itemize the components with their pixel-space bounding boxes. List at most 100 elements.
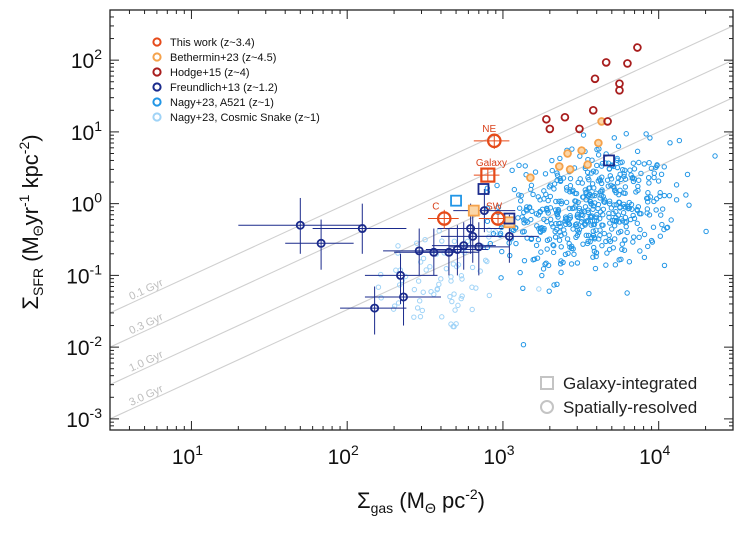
cloud-point-4-486 xyxy=(585,209,591,216)
point-0-1 xyxy=(486,133,502,149)
point-3-18 xyxy=(603,154,615,167)
legend-marker-5 xyxy=(152,112,162,122)
cloud-point-4-441 xyxy=(593,169,599,175)
cloud-point-4-400 xyxy=(591,234,598,241)
cloud-point-4-436 xyxy=(579,216,585,222)
cloud-point-4-370 xyxy=(653,164,659,171)
cloud-point-4-494 xyxy=(524,204,530,210)
point-3-12 xyxy=(468,231,478,241)
point-1-8 xyxy=(565,165,575,174)
cloud-point-4-79 xyxy=(551,186,557,192)
x-tick-label-2: 103 xyxy=(483,442,514,469)
cloud-point-4-173 xyxy=(494,182,500,189)
cloud-point-4-416 xyxy=(574,260,581,266)
point-3-13 xyxy=(474,242,484,252)
cloud-point-4-169 xyxy=(511,186,518,193)
cloud-point-5-38 xyxy=(417,313,424,320)
cloud-point-4-233 xyxy=(579,180,585,186)
cloud-point-4-489 xyxy=(574,232,581,239)
cloud-point-4-197 xyxy=(620,210,627,216)
point-1-7 xyxy=(554,162,564,171)
x-tick-label-1: 102 xyxy=(328,442,359,469)
cloud-point-4-406 xyxy=(546,236,553,242)
cloud-point-4-392 xyxy=(566,240,572,247)
cloud-point-4-404 xyxy=(587,198,593,204)
cloud-point-4-88 xyxy=(630,160,637,166)
x-axis-title: Σgas (MΘ pc-2) xyxy=(357,486,485,516)
point-2-11 xyxy=(545,124,555,134)
cloud-point-4-167 xyxy=(653,196,660,202)
cloud-point-4-519 xyxy=(610,210,616,217)
cloud-point-4-74 xyxy=(610,245,616,251)
cloud-point-4-58 xyxy=(566,205,573,212)
cloud-point-4-375 xyxy=(567,175,574,182)
cloud-point-5-31 xyxy=(439,238,445,244)
cloud-point-4-435 xyxy=(586,290,592,297)
cloud-point-4-229 xyxy=(619,246,625,253)
cloud-point-5-26 xyxy=(436,281,442,288)
cloud-point-4-134 xyxy=(645,175,652,181)
cloud-point-5-71 xyxy=(469,306,475,313)
depletion-line-1 xyxy=(110,59,733,348)
point-1-0 xyxy=(467,204,480,217)
cloud-point-4-423 xyxy=(556,198,562,205)
cloud-point-4-142 xyxy=(658,212,664,218)
cloud-point-4-123 xyxy=(557,223,563,230)
x-tick-label-0: 101 xyxy=(172,442,203,469)
cloud-point-5-43 xyxy=(477,268,483,274)
cloud-point-4-15 xyxy=(598,180,605,187)
cloud-point-5-69 xyxy=(451,238,458,245)
cloud-point-4-513 xyxy=(592,265,599,272)
legend-marker-0 xyxy=(152,37,162,47)
legend-label-5: Nagy+23, Cosmic Snake (z~1) xyxy=(170,112,320,124)
cloud-point-4-275 xyxy=(574,227,581,233)
cloud-point-4-179 xyxy=(686,202,692,208)
cloud-point-4-153 xyxy=(630,212,636,219)
region-label-3: SW xyxy=(486,202,503,213)
cloud-point-4-338 xyxy=(561,231,568,237)
cloud-point-5-11 xyxy=(458,273,465,279)
cloud-point-4-307 xyxy=(624,290,630,296)
cloud-point-5-7 xyxy=(486,227,492,233)
cloud-point-4-369 xyxy=(569,205,576,212)
cloud-point-4-166 xyxy=(634,206,640,213)
point-3-6 xyxy=(414,246,424,256)
point-3-9 xyxy=(452,244,462,254)
cloud-point-4-350 xyxy=(631,166,638,172)
cloud-point-5-57 xyxy=(434,286,441,292)
cloud-point-5-56 xyxy=(420,289,426,295)
cloud-point-4-482 xyxy=(615,143,622,149)
cloud-point-5-14 xyxy=(420,255,427,262)
point-2-8 xyxy=(615,85,624,95)
cloud-point-4-440 xyxy=(603,238,609,245)
cloud-point-4-302 xyxy=(614,155,620,162)
cloud-point-4-52 xyxy=(646,159,652,166)
region-label-0: Galaxy xyxy=(476,158,507,169)
cloud-point-4-285 xyxy=(622,184,629,190)
cloud-point-4-255 xyxy=(552,234,559,240)
cloud-point-4-234 xyxy=(635,183,641,190)
cloud-point-4-337 xyxy=(634,148,641,155)
cloud-point-4-448 xyxy=(516,162,522,169)
cloud-point-4-104 xyxy=(520,341,527,348)
depletion-label-0: 0.1 Gyr xyxy=(127,277,165,303)
cloud-point-4-366 xyxy=(621,247,628,253)
cloud-point-4-274 xyxy=(684,171,691,178)
cloud-point-5-53 xyxy=(395,243,401,249)
cloud-point-4-390 xyxy=(592,192,598,199)
cloud-point-4-61 xyxy=(582,204,589,210)
depletion-label-1: 0.3 Gyr xyxy=(127,311,165,337)
cloud-point-4-428 xyxy=(597,215,603,222)
cloud-point-4-355 xyxy=(595,152,602,158)
cloud-point-4-172 xyxy=(601,199,608,205)
cloud-point-4-502 xyxy=(537,208,543,215)
cloud-point-4-177 xyxy=(636,234,642,241)
cloud-point-5-6 xyxy=(393,267,399,273)
cloud-point-5-4 xyxy=(486,234,492,240)
cloud-point-4-67 xyxy=(618,256,624,263)
cloud-point-5-59 xyxy=(455,302,461,309)
cloud-point-4-467 xyxy=(541,225,547,232)
cloud-point-4-501 xyxy=(628,201,635,208)
y-tick-label-2: 10-1 xyxy=(66,261,102,288)
